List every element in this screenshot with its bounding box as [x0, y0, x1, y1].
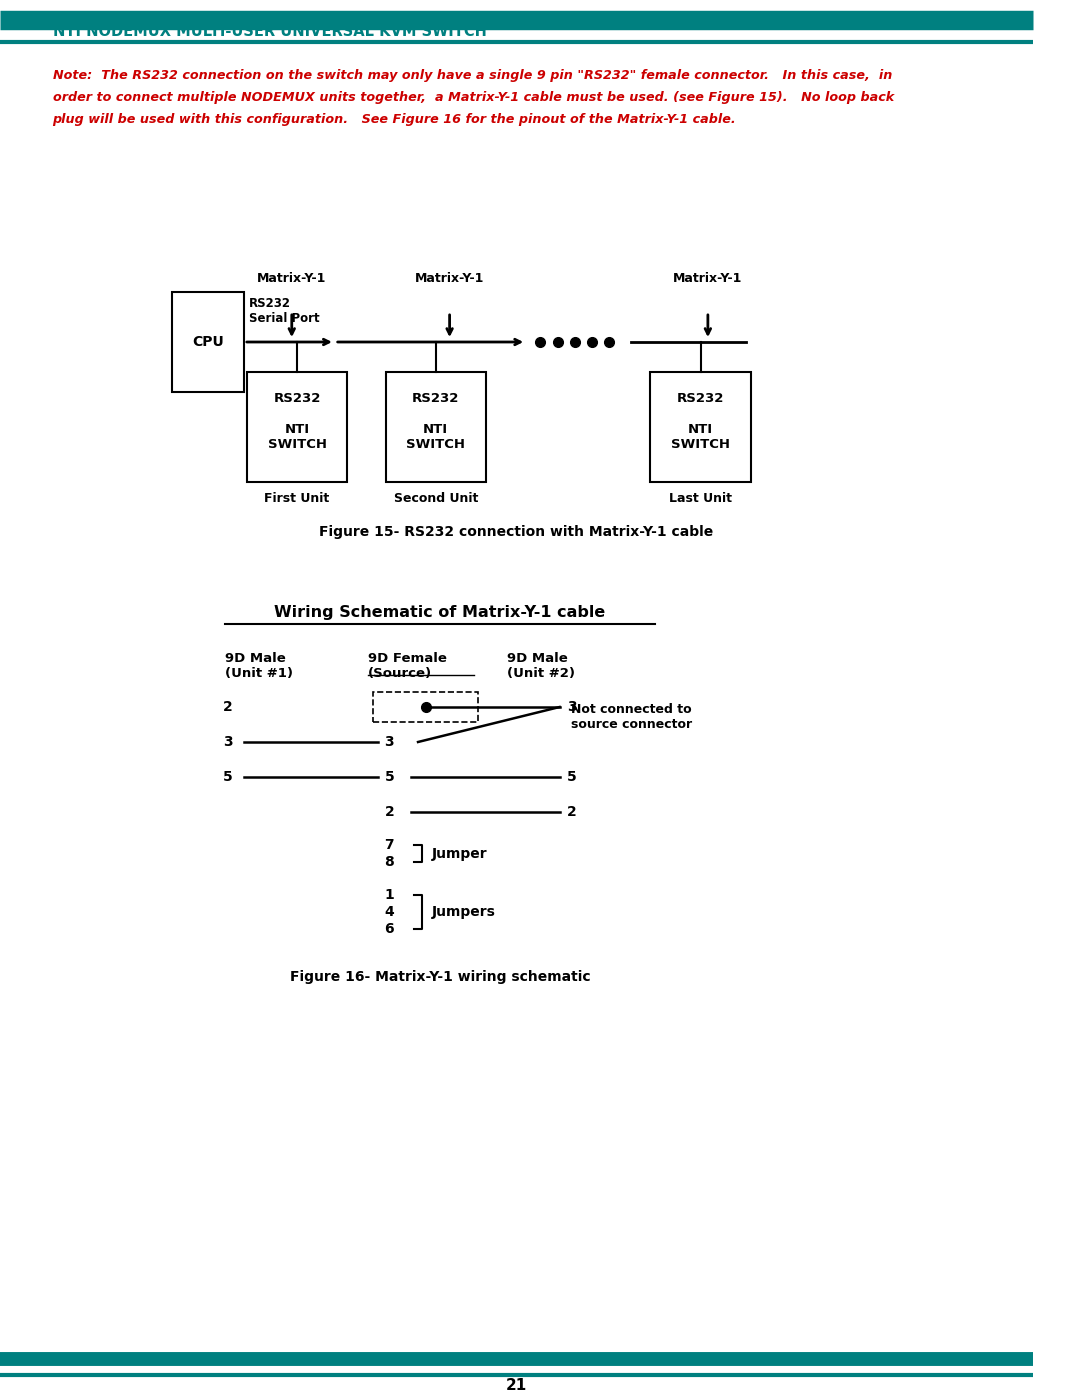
Text: RS232: RS232: [413, 393, 459, 405]
Text: Second Unit: Second Unit: [393, 492, 478, 504]
Text: NTI NODEMUX MULTI-USER UNIVERSAL KVM SWITCH: NTI NODEMUX MULTI-USER UNIVERSAL KVM SWI…: [53, 24, 486, 39]
Text: 8: 8: [384, 855, 394, 869]
Text: Figure 15- RS232 connection with Matrix-Y-1 cable: Figure 15- RS232 connection with Matrix-…: [320, 525, 714, 539]
Text: Jumper: Jumper: [431, 847, 487, 861]
Text: RS232
Serial Port: RS232 Serial Port: [248, 298, 320, 326]
Text: order to connect multiple NODEMUX units together,  a Matrix-Y-1 cable must be us: order to connect multiple NODEMUX units …: [53, 91, 894, 103]
Bar: [373, 692, 478, 722]
Bar: [650, 372, 751, 482]
Text: RS232: RS232: [677, 393, 725, 405]
Text: 9D Male
(Unit #1): 9D Male (Unit #1): [225, 652, 293, 680]
Text: Note:  The RS232 connection on the switch may only have a single 9 pin "RS232" f: Note: The RS232 connection on the switch…: [53, 68, 892, 82]
Text: Matrix-Y-1: Matrix-Y-1: [673, 272, 743, 285]
Text: NTI
SWITCH: NTI SWITCH: [268, 423, 326, 451]
Text: First Unit: First Unit: [265, 492, 329, 504]
Text: 2: 2: [222, 700, 232, 714]
Text: Jumpers: Jumpers: [431, 905, 496, 919]
Text: RS232: RS232: [273, 393, 321, 405]
Text: 7: 7: [384, 838, 394, 852]
Text: 5: 5: [567, 770, 577, 784]
Text: Last Unit: Last Unit: [670, 492, 732, 504]
Text: Wiring Schematic of Matrix-Y-1 cable: Wiring Schematic of Matrix-Y-1 cable: [274, 605, 606, 619]
Text: Matrix-Y-1: Matrix-Y-1: [257, 272, 326, 285]
Text: plug will be used with this configuration.   See Figure 16 for the pinout of the: plug will be used with this configuratio…: [53, 113, 737, 126]
Bar: [247, 372, 348, 482]
Bar: [172, 292, 244, 393]
Text: 6: 6: [384, 922, 394, 936]
Text: 1: 1: [384, 888, 394, 902]
Text: 3: 3: [384, 735, 394, 749]
Text: 3: 3: [222, 735, 232, 749]
Text: 2: 2: [384, 805, 394, 819]
Text: 9D Female
(Source): 9D Female (Source): [368, 652, 447, 680]
Text: Figure 16- Matrix-Y-1 wiring schematic: Figure 16- Matrix-Y-1 wiring schematic: [289, 970, 591, 983]
Text: 9D Male
(Unit #2): 9D Male (Unit #2): [507, 652, 575, 680]
Text: Not connected to
source connector: Not connected to source connector: [571, 703, 692, 731]
Text: 3: 3: [567, 700, 577, 714]
Text: 2: 2: [567, 805, 577, 819]
Text: NTI
SWITCH: NTI SWITCH: [671, 423, 730, 451]
Text: 5: 5: [384, 770, 394, 784]
Text: CPU: CPU: [192, 335, 224, 349]
Text: NTI
SWITCH: NTI SWITCH: [406, 423, 465, 451]
Text: 21: 21: [505, 1377, 527, 1393]
Bar: [386, 372, 486, 482]
Text: Matrix-Y-1: Matrix-Y-1: [415, 272, 484, 285]
Text: 5: 5: [222, 770, 232, 784]
Text: 4: 4: [384, 905, 394, 919]
